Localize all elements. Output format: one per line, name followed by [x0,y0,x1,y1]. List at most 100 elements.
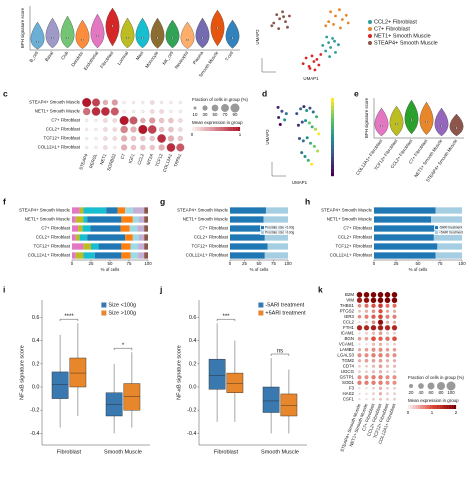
colorbar [331,117,334,122]
legend-tick: 40 [419,390,424,395]
point [278,123,282,127]
point [305,108,309,112]
bar-segment [72,216,76,223]
dot [363,297,370,304]
dot [358,370,361,374]
dot [392,364,397,368]
legend-bg [434,230,462,235]
x-tick-label: Neutrophil [174,50,190,69]
x-tick-label: Fibroblast [99,50,115,69]
dot [391,291,398,298]
dot [378,358,383,363]
dot [365,364,368,368]
colorbar [331,140,334,145]
panel-label: j [159,284,162,294]
bar-segment [437,243,462,250]
dot [358,392,361,395]
point [339,26,342,30]
panel-label: e [354,88,359,98]
median [425,121,428,123]
row-label: C7+ Fibroblast [41,226,70,231]
point [324,24,328,28]
color-bar [201,127,205,131]
point [313,68,317,72]
bar-segment [132,234,139,241]
median [51,37,54,39]
y-axis-label: UMAP2 [265,129,270,145]
bar-segment [144,216,148,223]
colorbar [331,172,334,177]
dot [103,145,108,150]
dot [141,100,145,105]
point [310,162,314,166]
dot [159,109,164,114]
legend-label: Size <100g [108,302,136,308]
colorbar [331,156,334,161]
dot [393,342,396,346]
bar-segment [144,225,148,232]
point [303,155,307,158]
point [302,105,306,109]
legend-label: -5ARI treatment [439,225,462,229]
dot [364,375,369,380]
legend-label: NET1+ Smooth Muscle [374,33,431,39]
color-bar [453,405,457,409]
legend-swatch [258,302,264,308]
dot [130,144,137,151]
bar-segment [230,252,265,259]
violin [165,19,180,49]
dot [364,336,369,341]
point [333,39,336,43]
bracket [216,319,236,322]
dot [176,143,185,152]
point [315,115,319,119]
row-label: IER3 [344,314,354,319]
box [123,383,141,411]
row-label: HAS2 [343,391,355,396]
bar-segment [82,225,91,232]
row-label: B2M [345,292,354,297]
dot [371,358,376,363]
y-axis-label: BPH signature score [20,7,25,48]
legend-swatch [261,226,264,230]
dot [378,353,383,358]
color-bar [444,405,447,409]
point [338,8,341,12]
dot [384,325,391,331]
colorbar [331,125,334,130]
color-bar [228,127,231,131]
dot [363,325,370,331]
point [288,14,291,18]
point [334,51,337,54]
color-bar [424,405,428,409]
bar-segment [75,252,84,259]
point [312,144,316,148]
median [66,37,69,39]
dot [147,125,157,134]
dot [372,397,375,401]
bar-segment [144,234,148,241]
point [305,136,309,140]
row-label: GSTP1 [340,374,355,379]
dot [385,320,390,324]
dot [385,375,390,380]
dot [357,348,362,352]
legend-tick: 0 [191,132,194,137]
column-label: COL12A1 [162,153,173,173]
color-bar [208,127,212,131]
dot [357,314,362,319]
dot [378,370,383,374]
dot [392,320,397,324]
point [283,118,287,122]
dot [371,375,376,380]
legend-label: +5ARI treatment [265,310,306,316]
bar-segment [230,216,264,223]
color-bar [218,127,221,131]
y-tick-label: -0.2 [187,408,196,414]
color-bar [412,405,416,409]
dot [391,325,398,331]
dot [371,370,376,374]
dot [386,392,389,396]
color-bar [420,405,423,409]
bar-segment [138,216,145,223]
